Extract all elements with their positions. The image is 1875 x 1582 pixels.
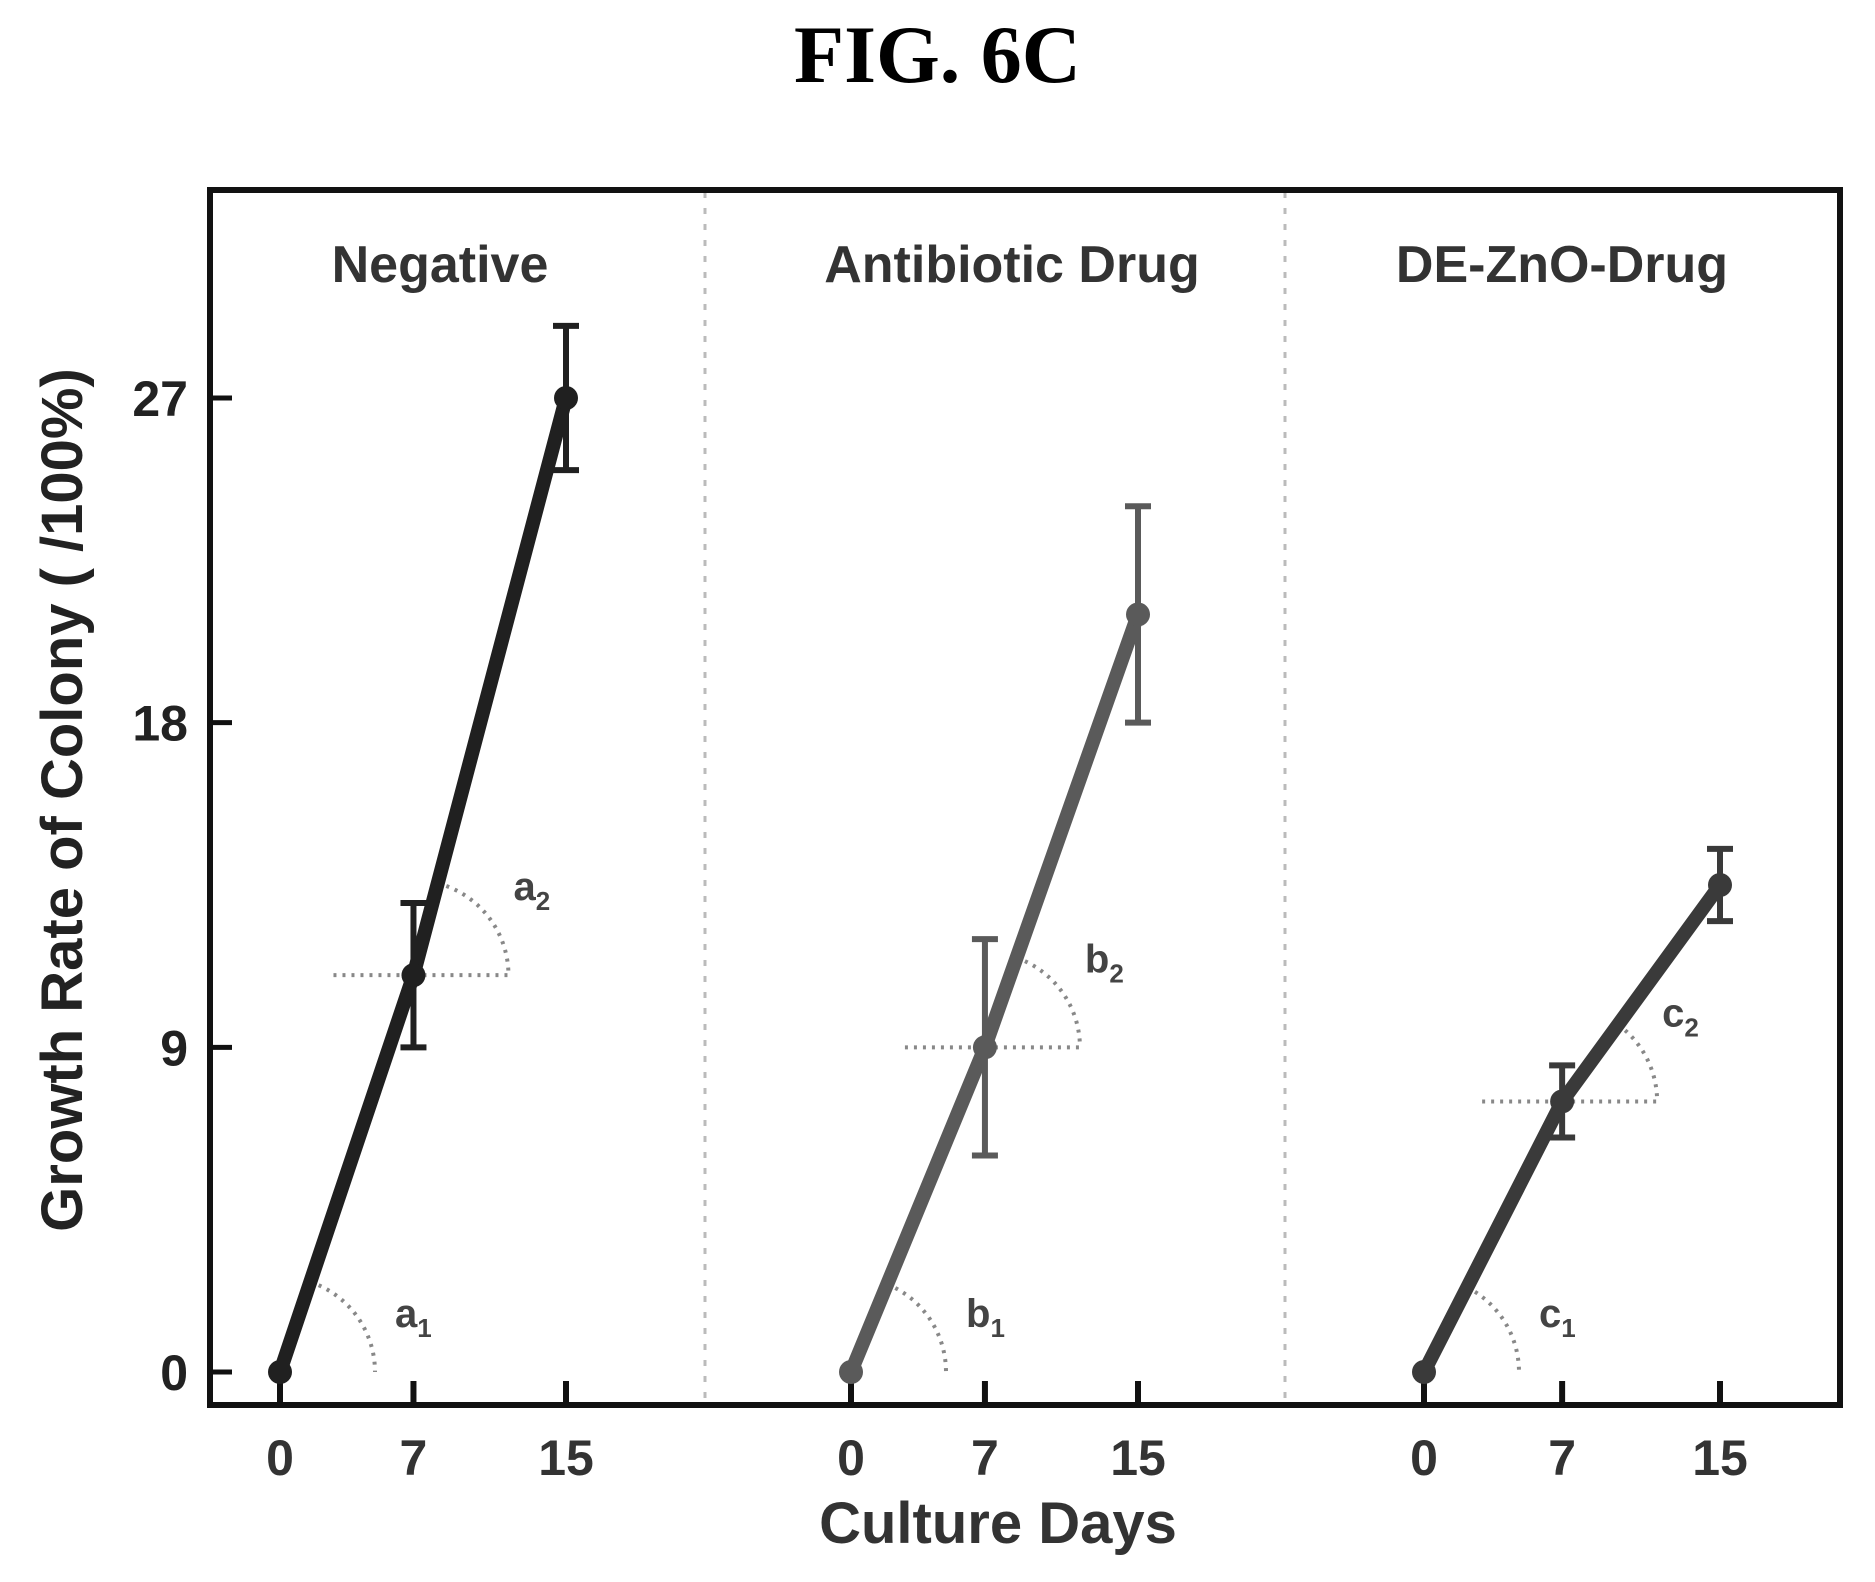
x-tick-label: 7 <box>971 1430 999 1486</box>
series-line <box>844 607 1145 1379</box>
y-axis-label: Growth Rate of Colony ( /100%) <box>30 368 95 1232</box>
angle-label-subscript: 1 <box>417 1313 431 1343</box>
y-tick-label: 0 <box>160 1345 188 1401</box>
x-tick-label: 15 <box>538 1430 594 1486</box>
angle-2-arc <box>1015 955 1082 1048</box>
angle-label: a1 <box>395 1292 432 1343</box>
y-tick-label: 27 <box>132 371 188 427</box>
x-tick-label: 7 <box>400 1430 428 1486</box>
figure-title: FIG. 6C <box>794 9 1081 100</box>
x-tick-label: 0 <box>266 1430 294 1486</box>
x-tick-label: 0 <box>837 1430 865 1486</box>
y-axis: 0 9 18 27 <box>132 371 232 1401</box>
y-tick-label: 18 <box>132 696 188 752</box>
angle-label: c1 <box>1539 1292 1576 1343</box>
x-tick-label: 15 <box>1692 1430 1748 1486</box>
panel-0: Negative a1 a2 <box>268 236 579 1384</box>
x-tick-label: 7 <box>1548 1430 1576 1486</box>
panels: Negative a1 a2 Antibiotic Drug b1 b2 DE-ZnO-Dr… <box>268 236 1733 1384</box>
panel-1: Antibiotic Drug b1 b2 <box>824 236 1200 1384</box>
data-point <box>972 1035 997 1060</box>
angle-label-subscript: 2 <box>1109 958 1123 988</box>
panel-title: Negative <box>332 236 549 294</box>
x-tick-label: 15 <box>1110 1430 1166 1486</box>
angle-label: c2 <box>1662 991 1699 1042</box>
x-tick-label: 0 <box>1410 1430 1438 1486</box>
series-line <box>1417 878 1727 1379</box>
angle-label: b2 <box>1085 937 1124 988</box>
angle-label-subscript: 2 <box>1684 1012 1698 1042</box>
data-point <box>1126 602 1150 627</box>
y-tick-label: 9 <box>160 1020 188 1076</box>
x-axis: 0 7 15 0 7 15 0 7 15 <box>266 1381 1748 1486</box>
panel-2: DE-ZnO-Drug c1 c2 <box>1396 236 1733 1384</box>
panel-dividers <box>703 192 1287 1403</box>
panel-title: Antibiotic Drug <box>824 236 1200 294</box>
angle-label: a2 <box>513 865 550 916</box>
data-point <box>1550 1089 1575 1114</box>
angle-1-arc <box>1466 1285 1521 1373</box>
angle-label-subscript: 2 <box>536 886 550 916</box>
data-point <box>401 963 426 988</box>
angle-1-arc <box>309 1280 377 1373</box>
angle-label-subscript: 1 <box>990 1313 1004 1343</box>
data-point <box>839 1360 863 1384</box>
data-point <box>554 386 578 410</box>
x-axis-label: Culture Days <box>819 1491 1177 1556</box>
data-point <box>1412 1360 1436 1384</box>
angle-label-subscript: 1 <box>1561 1313 1575 1343</box>
angle-2-arc <box>1616 1023 1660 1102</box>
angle-2-arc <box>437 881 511 976</box>
angle-label: b1 <box>966 1292 1005 1343</box>
panel-title: DE-ZnO-Drug <box>1396 236 1728 294</box>
plot-frame <box>207 187 1843 1408</box>
data-point <box>1708 873 1732 897</box>
data-point <box>268 1360 292 1384</box>
angle-1-arc <box>886 1282 948 1373</box>
